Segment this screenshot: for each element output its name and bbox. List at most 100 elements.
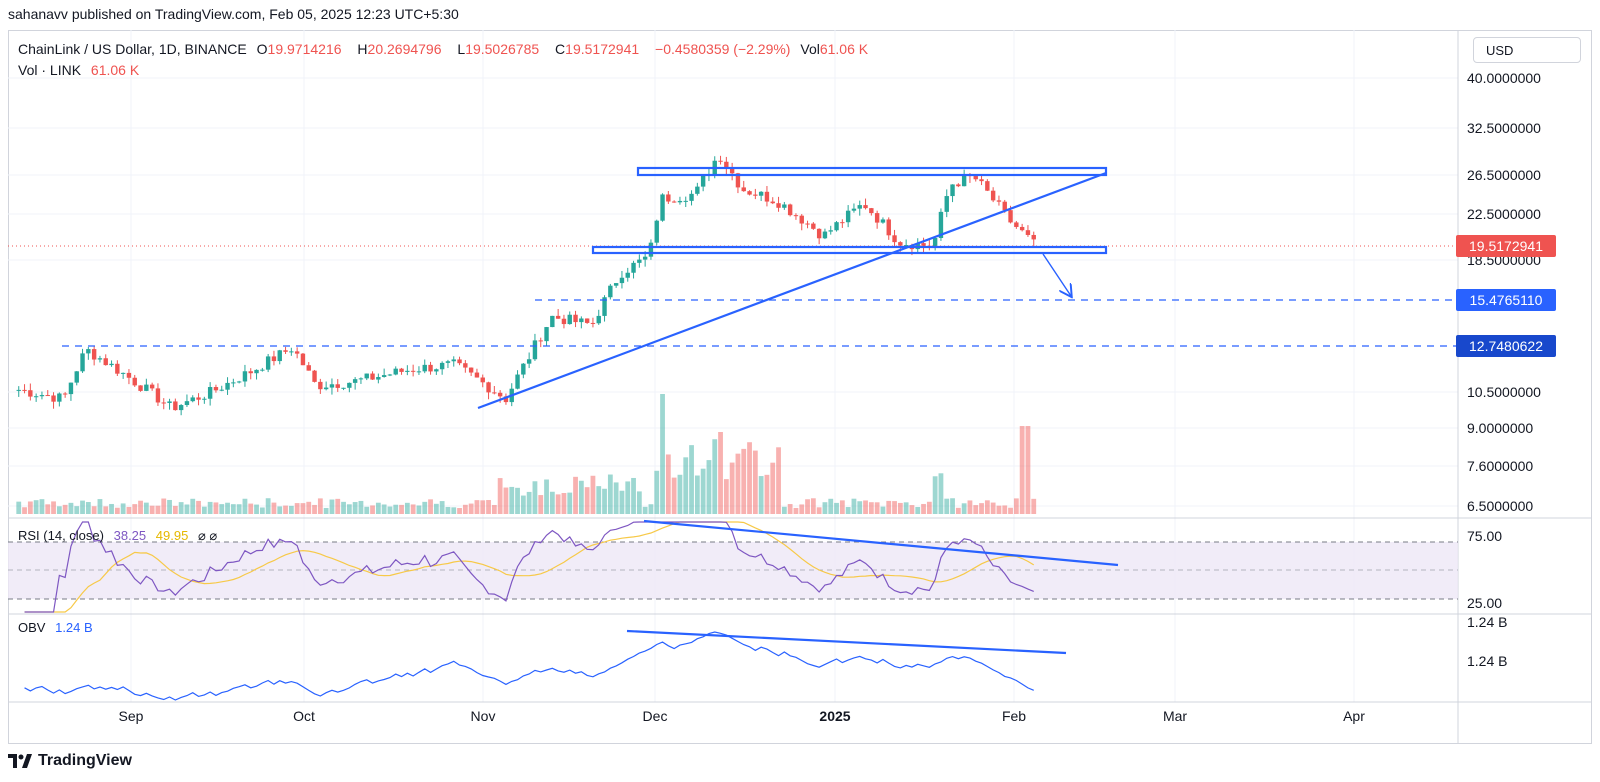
volume-bar [149,505,155,514]
volume-bar [416,505,422,514]
candle [892,229,897,248]
candle [741,180,746,192]
candle [51,392,56,409]
candle-body [660,194,665,221]
high-value: 20.2694796 [367,41,442,57]
candle [590,317,596,328]
candle [828,225,833,235]
tradingview-logo[interactable]: TradingView [8,752,132,770]
candle-body [950,184,955,197]
candle-body [886,219,891,236]
candle [358,377,364,384]
rsi-legend[interactable]: RSI (14, close) 38.25 49.95 ⌀ ⌀ [18,528,217,544]
candle-body [1008,210,1013,223]
candle [132,374,137,387]
candle-body [845,210,851,223]
candle-body [602,297,607,316]
candle [927,240,932,251]
candle [515,370,520,390]
candle-body [341,387,346,389]
time-axis-label: Dec [643,708,668,724]
volume-bar [404,502,410,514]
candle [822,228,828,240]
vol-value: 61.06 K [819,41,869,57]
price-axis-label: 40.0000000 [1467,70,1541,86]
tradingview-brand: TradingView [38,752,132,769]
volume-bar [445,506,451,514]
vol-label: Vol [800,41,820,57]
published-by-line: sahanavv published on TradingView.com, F… [8,6,459,22]
candle [451,356,456,367]
candle [300,352,306,366]
volume-bar [294,503,300,514]
volume-bar [909,505,915,514]
candle [416,366,422,375]
candle-body [938,211,944,239]
candle-body [770,201,775,204]
volume-legend[interactable]: Vol · LINK 61.06 K [18,62,145,78]
volume-bar [323,507,329,514]
volume-bar [265,498,271,514]
candle-body [248,371,253,374]
candle-body [39,395,45,397]
candle-body [579,318,584,323]
volume-bar [497,478,503,514]
obv-legend[interactable]: OBV 1.24 B [18,620,93,635]
volume-bar [172,505,178,514]
candle-body [724,161,729,168]
candle-body [57,393,62,402]
candle [16,386,21,397]
ohlc-legend[interactable]: ChainLink / US Dollar, 1D, BINANCE O19.9… [18,41,880,57]
symbol-title[interactable]: ChainLink / US Dollar, 1D, BINANCE [18,41,247,57]
volume-bar [1002,505,1008,514]
volume-bar [91,506,97,514]
candle [260,367,265,372]
candle [735,172,741,194]
volume-bar [1008,507,1013,514]
candle [468,367,474,377]
candle-body [97,358,103,360]
volume-bar [602,488,607,514]
candle-body [28,390,33,397]
candle [91,346,97,366]
rsi-title: RSI (14, close) [18,528,104,543]
candle-body [236,381,242,383]
candle [28,383,33,401]
candle-body [399,368,404,372]
volume-bar [56,506,62,514]
candle [196,393,201,406]
volume-bar [178,502,184,514]
chart-frame[interactable] [8,30,1592,744]
candle [231,378,236,388]
candle [376,373,381,384]
candle-body [631,262,636,273]
candle-body [376,377,381,380]
candle-body [318,381,323,390]
time-axis-label: 2025 [819,708,850,724]
volume-bar [271,502,277,514]
volume-bar [700,468,706,514]
candle-body [648,242,654,257]
time-axis-label: Mar [1163,708,1187,724]
candle-body [405,370,410,372]
volume-bar [225,502,230,514]
rsi-line [24,521,1034,613]
candle-body [178,405,184,411]
candle-body [225,382,230,390]
candle-body [289,351,294,353]
obv-axis-upper: 1.24 B [1467,614,1507,630]
candle-body [822,231,828,239]
low-value: 19.5026785 [465,41,540,57]
currency-selector[interactable]: USD [1473,37,1581,63]
volume-bar [341,501,346,514]
volume-bar [874,502,880,514]
volume-bar [961,503,967,514]
support-zone-box [591,245,1108,255]
volume-bar [741,448,747,514]
volume-bar [474,500,480,514]
candle-body [213,387,219,391]
candle-body [782,204,787,208]
price-axis-label: 32.5000000 [1467,120,1541,136]
volume-bar [839,500,845,514]
